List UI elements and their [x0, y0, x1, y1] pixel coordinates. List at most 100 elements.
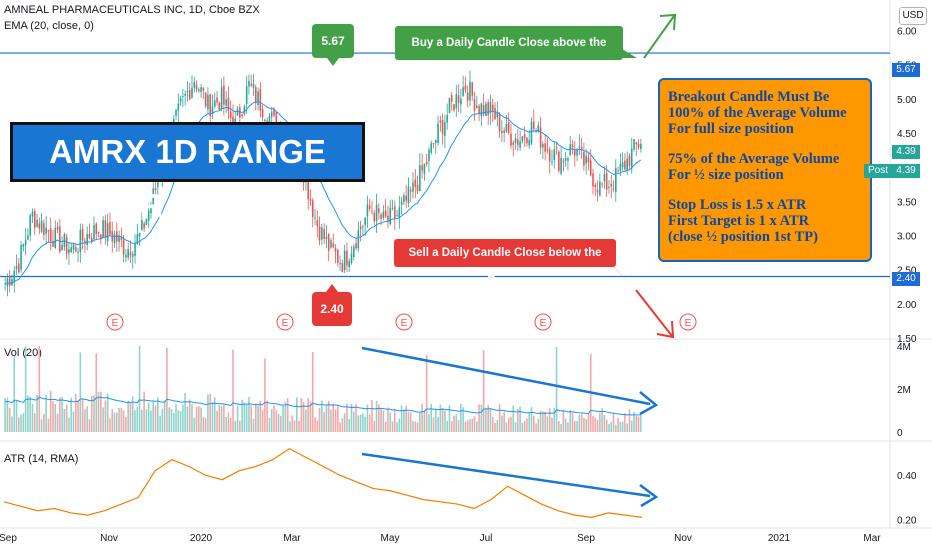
candle-body — [8, 276, 11, 286]
candle-body — [54, 227, 57, 249]
rule-line: 75% of the Average Volume — [668, 151, 840, 167]
candle — [396, 209, 398, 217]
candle — [343, 244, 346, 274]
candle-body — [387, 215, 389, 221]
candle-body — [614, 167, 617, 192]
volume-bar — [464, 421, 467, 432]
volume-bar — [168, 407, 170, 432]
candle-body — [416, 185, 419, 192]
last-price-tag: 4.39 — [892, 145, 920, 159]
rule-line: For full size position — [668, 121, 794, 137]
candle-body — [384, 210, 387, 217]
volume-bar — [195, 406, 198, 432]
candle — [587, 151, 590, 171]
candle — [186, 81, 189, 102]
candle-body — [421, 165, 423, 171]
candle — [562, 158, 565, 172]
candle — [444, 114, 446, 149]
volume-bar — [594, 417, 597, 432]
candle — [548, 146, 551, 174]
candle-body — [125, 254, 127, 258]
candle-body — [65, 237, 68, 254]
earnings-marker: E — [106, 313, 124, 331]
candle-body — [567, 158, 569, 161]
candle — [517, 129, 519, 152]
candle-body — [437, 123, 439, 143]
atr-legend: ATR (14, RMA) — [4, 453, 78, 465]
candle — [248, 74, 250, 95]
candle-body — [491, 104, 494, 112]
volume-bar — [120, 408, 123, 432]
volume-bar — [223, 403, 225, 432]
time-tick-label: Sep — [0, 533, 17, 544]
candle-body — [337, 249, 339, 263]
candle-body — [635, 142, 638, 145]
earnings-marker: E — [679, 313, 697, 331]
candle — [371, 200, 373, 215]
candle-body — [446, 115, 448, 123]
candle — [528, 129, 531, 149]
candle-body — [505, 123, 508, 132]
currency-button[interactable]: USD — [899, 7, 927, 25]
lower-range-callout: 2.40 — [312, 292, 352, 326]
candle-body — [466, 92, 469, 101]
candle-body — [544, 143, 546, 152]
candle — [191, 75, 193, 99]
volume-bar — [498, 403, 501, 432]
volume-bar — [229, 418, 232, 432]
volume-bar — [111, 408, 114, 432]
candle-body — [430, 143, 433, 153]
candle-body — [40, 220, 43, 232]
volume-bar — [138, 346, 141, 432]
volume-bar — [446, 420, 448, 432]
volume-bar — [143, 391, 145, 432]
candle — [213, 92, 216, 109]
candle — [469, 70, 471, 107]
volume-bar — [610, 422, 613, 432]
candle — [521, 136, 524, 144]
candle-body — [241, 114, 243, 117]
candle — [419, 153, 421, 192]
candle-body — [462, 87, 464, 96]
volume-bar — [462, 407, 464, 432]
volume-bar — [47, 418, 50, 432]
symbol-title: AMNEAL PHARMACEUTICALS INC, 1D, Cboe BZX — [4, 4, 260, 16]
volume-bar — [378, 404, 380, 432]
candle — [478, 104, 480, 121]
volume-bar — [605, 419, 608, 432]
candle-body — [68, 249, 70, 254]
volume-bar — [27, 395, 29, 432]
candle — [352, 243, 355, 261]
title-banner: AMRX 1D RANGE TRADES — [10, 122, 365, 224]
candle-body — [530, 121, 533, 144]
candle-body — [507, 122, 510, 133]
volume-bar — [400, 405, 403, 432]
candle-body — [517, 139, 519, 146]
volume-bar — [630, 420, 633, 432]
post-label: Post — [864, 164, 892, 178]
candle — [466, 85, 469, 108]
atr-trend-arrow-head — [639, 484, 659, 508]
candle — [38, 217, 41, 235]
candle-body — [22, 244, 25, 247]
volume-bar — [478, 404, 480, 432]
volume-bar — [191, 404, 193, 432]
volume-bar — [430, 403, 433, 432]
volume-bar — [510, 416, 512, 432]
candle-body — [485, 103, 487, 117]
candle — [624, 153, 626, 172]
candle-body — [252, 83, 255, 88]
volume-bar — [368, 414, 371, 432]
volume-bar — [471, 418, 474, 432]
candle — [175, 109, 177, 120]
volume-bar — [90, 395, 93, 432]
candle — [259, 82, 262, 118]
volume-bar — [18, 417, 20, 432]
candle — [464, 76, 467, 93]
candle-body — [633, 139, 635, 150]
candle-body — [186, 91, 189, 93]
volume-bar — [558, 420, 560, 432]
candle — [368, 198, 371, 212]
candle — [327, 233, 330, 262]
candle-body — [143, 223, 145, 229]
